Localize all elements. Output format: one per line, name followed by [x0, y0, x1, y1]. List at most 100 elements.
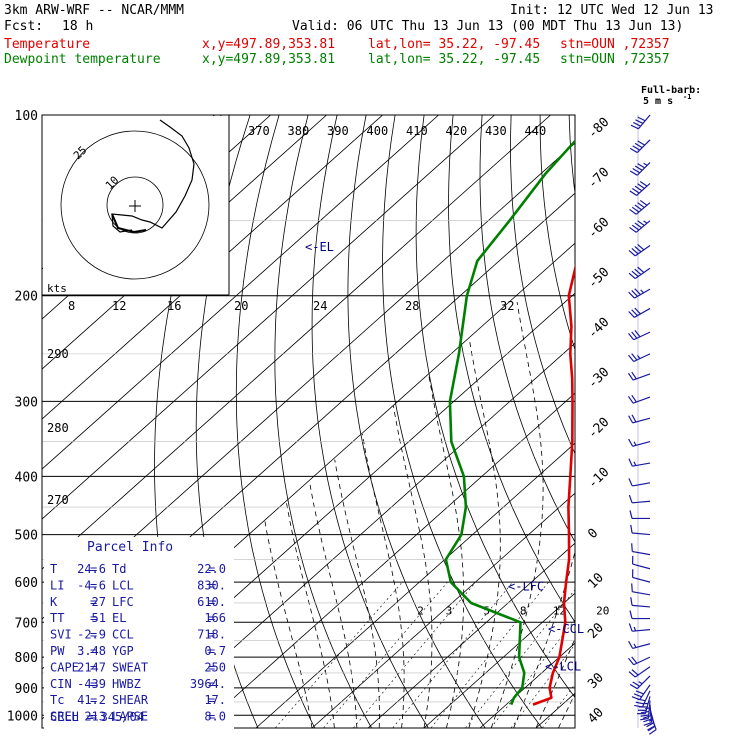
parcel-field-label: LI: [50, 578, 64, 592]
parcel-cell-motion: CELL = 345/04: [50, 710, 144, 724]
temperature-tick-label: -60: [585, 215, 612, 242]
moist-adiabat: [603, 268, 740, 728]
dewpoint-line: [444, 139, 575, 706]
parcel-field-label: CAPE: [50, 660, 79, 674]
wind-barb: [631, 583, 651, 596]
upper-mixing-ratio-label: 8: [68, 299, 75, 313]
marker-ccl: <-CCL: [548, 622, 584, 636]
pressure-tick-label: 900: [15, 682, 38, 697]
pressure-tick-label: 800: [15, 651, 38, 666]
temperature-latlon: lat,lon= 35.22, -97.45: [368, 37, 541, 52]
temperature-station: stn=OUN ,72357: [560, 37, 670, 52]
parcel-field-value: -439: [77, 677, 106, 691]
parcel-field-label: EL: [112, 611, 126, 625]
dry-adiabat: [347, 115, 486, 728]
mixing-ratio-label: 8: [520, 604, 527, 617]
wind-key-exponent: -1: [683, 93, 691, 101]
wind-key-value: 5 m s: [643, 96, 673, 107]
moist-adiabat: [490, 302, 544, 728]
parcel-equals: =: [208, 644, 215, 658]
temperature-tick-label: 20: [585, 620, 607, 642]
parcel-equals: =: [208, 595, 215, 609]
parcel-field-value: 213: [84, 710, 106, 724]
marker-lfc: <-LFC: [508, 579, 544, 593]
wind-barb: [628, 414, 651, 424]
isotherm: [42, 115, 495, 520]
parcel-field-value: 3964.: [190, 677, 226, 691]
mixing-ratio-line: [490, 619, 575, 728]
parcel-field-value: -4.6: [77, 578, 106, 592]
theta-label: 400: [367, 124, 389, 138]
temperature-tick-label: 30: [585, 670, 607, 692]
parcel-field-label: SHEAR: [112, 693, 149, 707]
dry-adiabat: [311, 115, 429, 728]
wind-barb: [630, 114, 651, 130]
parcel-field-value: 0.7: [204, 644, 226, 658]
parcel-equals: =: [90, 562, 97, 576]
theta-label: 430: [485, 124, 507, 138]
parcel-equals: =: [90, 710, 97, 724]
wind-barb: [628, 266, 651, 280]
wind-barb: [627, 394, 651, 404]
wind-key-title: Full-barb:: [641, 85, 701, 96]
mixing-ratio-label: 3: [446, 604, 453, 617]
parcel-field-value: 3.48: [77, 644, 106, 658]
mixing-ratio-line: [323, 581, 448, 728]
plot-frame: [41, 114, 576, 729]
dry-adiabat: [415, 115, 575, 699]
moist-adiabat: [362, 433, 405, 728]
parcel-equals: =: [90, 628, 97, 642]
marker-el: <-EL: [305, 240, 334, 254]
isotherm: [42, 115, 551, 570]
parcel-field-value: -2.9: [77, 628, 106, 642]
wind-barb: [629, 675, 651, 690]
dry-adiabat: [656, 115, 740, 728]
parcel-field-value: 2147: [77, 660, 106, 674]
parcel-field-value: 610.: [197, 595, 226, 609]
parcel-equals: =: [90, 644, 97, 658]
parcel-field-value: 51: [92, 611, 106, 625]
hodograph-ring-inner: [106, 176, 164, 234]
wind-barb: [629, 610, 650, 620]
wind-barb: [628, 623, 651, 632]
pressure-tick-label: 700: [15, 616, 38, 631]
moist-adiabat-layer: [264, 268, 740, 728]
isotherm: [42, 115, 383, 420]
parcel-field-label: Tc: [50, 693, 64, 707]
theta-label: 410: [406, 124, 428, 138]
parcel-field-label: T: [50, 562, 57, 576]
wind-barb: [630, 524, 651, 536]
isotherm: [423, 592, 575, 728]
upper-mixing-ratio-label: 32: [500, 299, 514, 313]
upper-mixing-ratio-label: 12: [112, 299, 126, 313]
parcel-info-box: Parcel Info T 24.6 Td 22.0= =LI -4.6 LCL 830.= =…: [44, 537, 234, 729]
parcel-field-label: SWEAT: [112, 660, 148, 674]
parcel-field-value: 22.0: [197, 562, 226, 576]
hodograph-inset: 25 10 kts: [42, 115, 230, 296]
temperature-tick-label: -30: [585, 365, 612, 392]
temperature-tick-label: -20: [585, 415, 612, 442]
dewpoint-profile: [444, 139, 575, 706]
mixing-ratio-line: [430, 581, 549, 728]
parcel-field-value: 17.: [204, 693, 226, 707]
parcel-field-value: 830.: [197, 578, 226, 592]
forecast-hour: 18 h: [62, 19, 94, 34]
wind-barb: [632, 555, 651, 570]
parcel-equals: =: [208, 562, 215, 576]
temperature-tick-label: -40: [585, 315, 612, 342]
moist-adiabat: [264, 521, 313, 728]
wind-barb: [629, 180, 651, 196]
mixing-ratio-label: 20: [596, 604, 609, 617]
parcel-equals: =: [208, 628, 215, 642]
dry-adiabat: [448, 115, 575, 623]
wind-barb: [629, 220, 651, 233]
parcel-equals: =: [208, 693, 215, 707]
dewpoint-legend: Dewpoint temperature: [4, 52, 161, 67]
wind-barb: [642, 704, 653, 726]
mixing-ratio-label: 12: [553, 604, 566, 617]
temperature-line: [532, 263, 575, 706]
wind-key: Full-barb: 5 m s -1: [641, 85, 701, 107]
parcel-field-label: PW: [50, 644, 65, 658]
valid-time: Valid: 06 UTC Thu 13 Jun 13 (00 MDT Thu …: [292, 19, 684, 34]
theta-label: 380: [288, 124, 310, 138]
